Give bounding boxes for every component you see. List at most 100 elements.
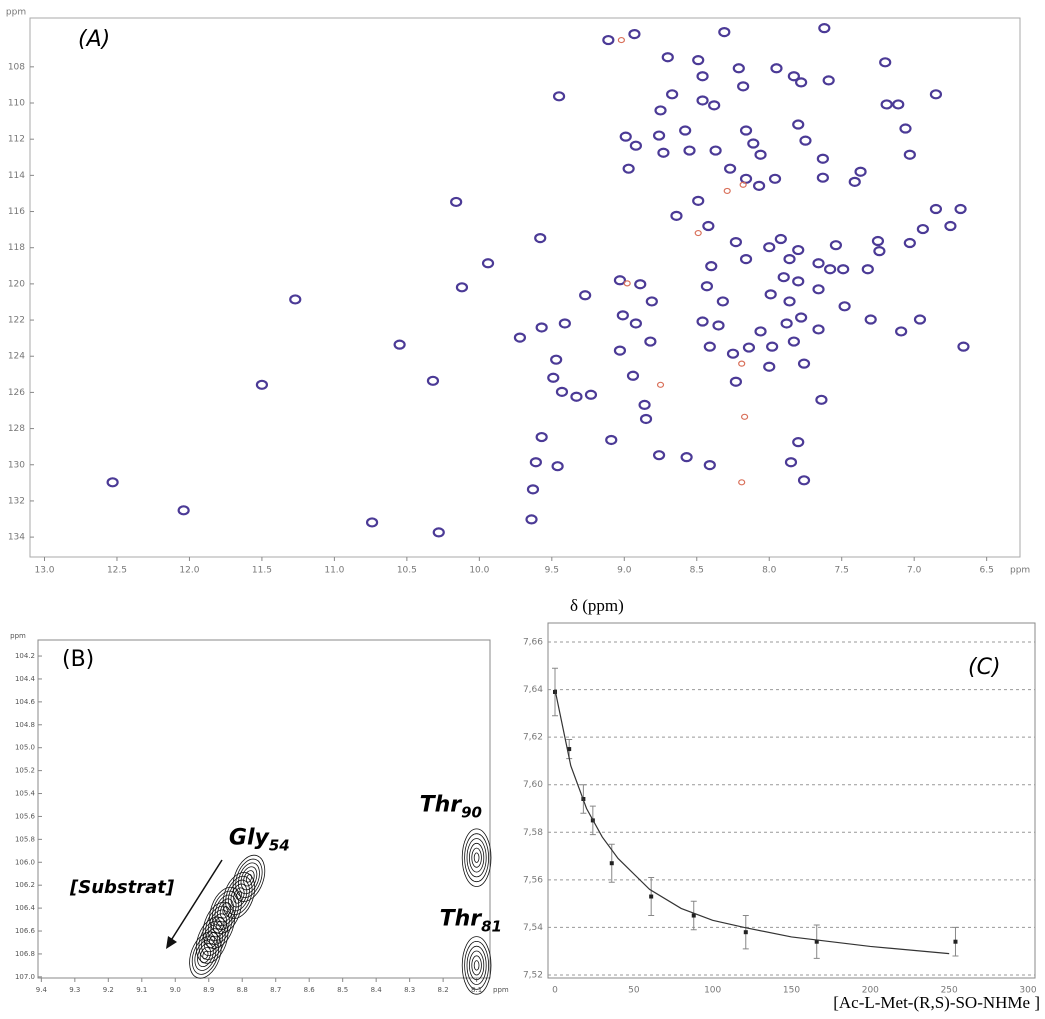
peak-label-name: Thr — [420, 793, 463, 818]
panel-b-frame — [37, 639, 491, 979]
y-tick-label: 105.4 — [15, 790, 36, 798]
peak — [535, 431, 548, 443]
contour-line — [466, 945, 487, 985]
peak — [797, 358, 811, 369]
peak — [703, 460, 716, 471]
y-tick-label: 112 — [8, 135, 25, 145]
peak — [634, 279, 647, 290]
peak — [864, 314, 877, 325]
peak — [792, 119, 805, 130]
peak — [450, 196, 463, 208]
x-tick-label: 8.2 — [438, 986, 449, 994]
peak-label: Thr81 — [440, 906, 502, 935]
peak — [816, 172, 829, 183]
peak — [822, 75, 835, 86]
peak — [792, 437, 805, 448]
peak — [558, 318, 571, 329]
peak — [639, 413, 653, 425]
peak — [617, 36, 625, 44]
data-point — [743, 930, 748, 935]
x-tick-label: 8.8 — [237, 986, 248, 994]
peak — [815, 394, 828, 405]
contour-peak — [461, 936, 492, 995]
peak — [584, 389, 598, 400]
y-tick-label: 106.4 — [15, 904, 36, 912]
peak — [552, 91, 566, 102]
x-tick-label: 8.5 — [337, 986, 348, 994]
peak — [838, 301, 851, 312]
peak — [732, 63, 745, 74]
peak — [638, 399, 651, 410]
peak — [426, 375, 440, 386]
panel-a-frame — [29, 17, 1021, 558]
x-tick-label: 11.5 — [252, 566, 272, 576]
contour-line — [471, 955, 482, 976]
peak — [708, 100, 721, 111]
y-tick-label: 107.0 — [15, 973, 35, 981]
peak — [871, 235, 885, 247]
peak — [899, 123, 912, 134]
y-tick-label: 104.6 — [15, 698, 36, 706]
peak — [644, 336, 657, 347]
y-tick-label: 116 — [8, 207, 25, 217]
x-tick-label: 300 — [1019, 986, 1036, 996]
peak — [957, 341, 970, 352]
peak — [797, 475, 811, 486]
contour-peak — [461, 828, 492, 887]
peak — [716, 296, 729, 307]
y-unit: ppm — [6, 8, 26, 18]
contour-line — [240, 866, 258, 891]
y-tick-label: 104.2 — [15, 652, 35, 660]
peak — [622, 163, 635, 174]
peak — [816, 153, 829, 164]
x-tick-label: 150 — [783, 986, 800, 996]
contour-line — [464, 940, 490, 990]
peak — [547, 372, 560, 383]
contour-line — [203, 928, 221, 953]
peak — [579, 290, 592, 301]
peak — [177, 505, 190, 516]
peak — [666, 89, 679, 100]
contour-line — [197, 943, 214, 968]
peak — [783, 296, 796, 307]
peak — [709, 145, 722, 156]
y-tick-label: 114 — [8, 171, 25, 181]
x-tick-label: 7.0 — [907, 566, 922, 576]
y-tick-label: 7,56 — [523, 875, 543, 885]
y-axis-title: δ (ppm) — [570, 596, 624, 615]
y-tick-label: 7,64 — [523, 685, 543, 695]
peak — [861, 264, 874, 275]
contour-line — [471, 847, 482, 868]
contour-line — [473, 852, 480, 863]
peak — [432, 527, 445, 538]
peak — [777, 272, 790, 283]
peak — [393, 339, 406, 350]
peak — [818, 23, 831, 34]
peak — [766, 341, 779, 352]
panel-label: (A) — [78, 27, 110, 52]
x-tick-label: 9.4 — [36, 986, 48, 994]
peak — [613, 275, 627, 286]
peak — [106, 477, 119, 488]
y-tick-label: 132 — [8, 496, 25, 506]
y-tick-label: 120 — [8, 279, 25, 289]
peak — [657, 147, 670, 158]
x-tick-label: 8.6 — [304, 986, 316, 994]
peak-label-sub: 90 — [461, 803, 482, 821]
y-tick-label: 110 — [8, 99, 25, 109]
x-axis-title: [Ac-L-Met-(R,S)-SO-NHMe ] — [833, 993, 1040, 1012]
contour-line — [202, 950, 209, 960]
x-tick-label: 10.0 — [469, 566, 489, 576]
peak — [837, 264, 850, 275]
peak — [737, 81, 750, 92]
peak — [795, 312, 808, 323]
peak — [729, 237, 743, 248]
peak — [854, 166, 867, 177]
x-tick-label: 9.3 — [69, 986, 80, 994]
y-tick-label: 106.2 — [15, 881, 35, 889]
peak — [723, 187, 731, 195]
y-tick-label: 105.2 — [15, 767, 35, 775]
x-tick-label: 8.9 — [203, 986, 214, 994]
peak — [652, 450, 666, 461]
